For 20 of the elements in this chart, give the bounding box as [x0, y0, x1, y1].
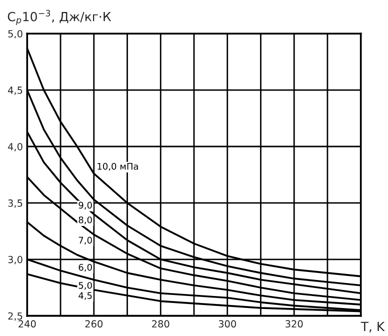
- y-tick-label: 5,0: [8, 30, 22, 38]
- x-tick-label: 320: [286, 320, 303, 328]
- series-label: 5,0: [78, 282, 92, 290]
- x-tick-label: 260: [85, 320, 103, 328]
- series-label: 10,0 мПа: [98, 162, 138, 171]
- series-label: 6,0: [78, 264, 92, 272]
- x-tick-label: 240: [18, 320, 36, 328]
- y-tick-label: 3,5: [8, 199, 22, 208]
- y-axis-title: C$_{p}$10$^{−3}$, Дж/кг·К: [8, 10, 112, 26]
- y-tick-label: 4,0: [8, 142, 22, 152]
- y-tick-label: 4,5: [8, 86, 22, 95]
- series-label: 4,5: [78, 292, 92, 300]
- series-label: 9,0: [78, 202, 92, 210]
- series-label: 8,0: [78, 216, 92, 224]
- x-tick-label: 280: [152, 320, 170, 328]
- y-tick-label: 2,5: [8, 312, 22, 321]
- series-label: 7,0: [78, 236, 92, 245]
- x-tick-label: 300: [218, 320, 236, 328]
- y-tick-label: 3,0: [8, 256, 22, 264]
- x-axis-title: T, K: [360, 322, 385, 332]
